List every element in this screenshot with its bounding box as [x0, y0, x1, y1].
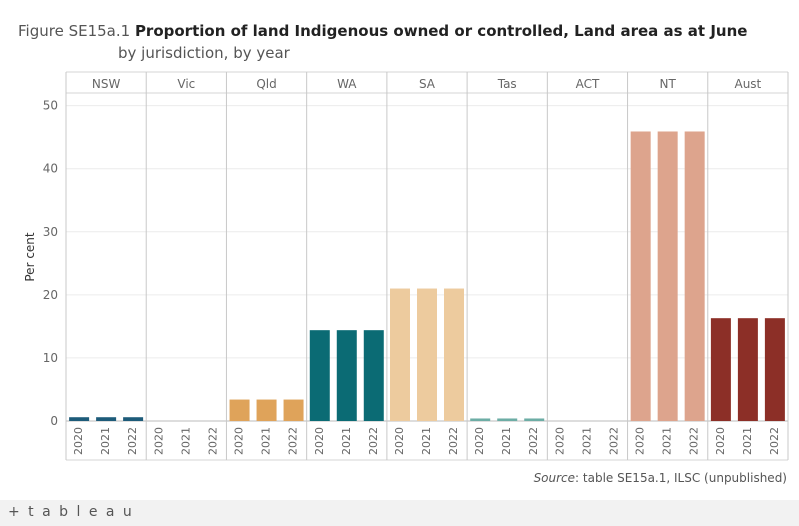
x-tick-label: 2020: [152, 427, 165, 455]
x-tick-label: 2020: [393, 427, 406, 455]
title-main: Proportion of land Indigenous owned or c…: [134, 22, 748, 40]
bar-wa-2020: [309, 330, 330, 421]
bar-nt-2022: [684, 131, 705, 421]
panel-header-sa: SA: [419, 77, 436, 91]
x-tick-label: 2020: [233, 427, 246, 455]
bar-aust-2020: [710, 318, 731, 421]
y-tick-label: 30: [43, 225, 58, 239]
bar-sa-2020: [390, 288, 410, 421]
bar-sa-2021: [417, 288, 437, 421]
x-tick-label: 2022: [447, 427, 460, 455]
x-tick-label: 2022: [607, 427, 620, 455]
x-tick-label: 2022: [126, 427, 139, 455]
bar-tas-2022: [524, 418, 545, 421]
x-tick-label: 2021: [99, 427, 112, 455]
x-tick-label: 2020: [714, 427, 727, 455]
y-tick-label: 0: [50, 414, 58, 428]
panel-header-vic: Vic: [177, 77, 195, 91]
bar-wa-2022: [363, 330, 384, 421]
panel-header-aust: Aust: [734, 77, 761, 91]
y-tick-label: 20: [43, 288, 58, 302]
x-tick-label: 2020: [313, 427, 326, 455]
panel-header-tas: Tas: [497, 77, 517, 91]
bar-nt-2021: [657, 131, 678, 421]
x-tick-label: 2022: [206, 427, 219, 455]
bar-nsw-2022: [123, 417, 144, 421]
x-tick-label: 2022: [287, 427, 300, 455]
bar-tas-2020: [470, 418, 491, 421]
source-text: : table SE15a.1, ILSC (unpublished): [575, 471, 787, 485]
x-tick-label: 2021: [580, 427, 593, 455]
x-tick-label: 2022: [367, 427, 380, 455]
panel-header-nsw: NSW: [92, 77, 121, 91]
y-tick-label: 40: [43, 162, 58, 176]
bar-nt-2020: [630, 131, 651, 421]
source-label: Source: [533, 471, 576, 485]
x-tick-label: 2021: [741, 427, 754, 455]
x-tick-label: 2020: [72, 427, 85, 455]
y-tick-label: 10: [43, 351, 58, 365]
x-tick-label: 2022: [688, 427, 701, 455]
panel-header-act: ACT: [576, 77, 600, 91]
x-tick-label: 2020: [634, 427, 647, 455]
y-axis-label: Per cent: [23, 232, 37, 282]
x-tick-label: 2021: [420, 427, 433, 455]
panel-header-nt: NT: [660, 77, 677, 91]
x-tick-label: 2021: [500, 427, 513, 455]
x-tick-label: 2022: [527, 427, 540, 455]
bar-qld-2021: [256, 399, 277, 421]
y-tick-label: 50: [43, 99, 58, 113]
bar-aust-2022: [764, 318, 785, 421]
bar-nsw-2021: [96, 417, 117, 421]
x-tick-label: 2021: [340, 427, 353, 455]
bar-aust-2021: [737, 318, 758, 421]
title-prefix: Figure SE15a.1: [18, 22, 131, 40]
x-tick-label: 2020: [473, 427, 486, 455]
chart-title: Figure SE15a.1 Proportion of land Indige…: [18, 20, 747, 64]
x-tick-label: 2021: [179, 427, 192, 455]
tableau-footer: + t a b l e a u: [0, 500, 799, 526]
x-tick-label: 2021: [661, 427, 674, 455]
x-tick-label: 2020: [553, 427, 566, 455]
bar-chart: 0 10 20 30 40 50 Per cent NSW 2020 2021 2022 Vic 202…: [23, 71, 789, 461]
source-note: Source: table SE15a.1, ILSC (unpublished…: [534, 471, 787, 485]
x-tick-label: 2021: [260, 427, 273, 455]
tableau-logo[interactable]: + t a b l e a u: [8, 504, 134, 520]
bar-qld-2022: [283, 399, 304, 421]
bar-nsw-2020: [69, 417, 90, 421]
bar-wa-2021: [336, 330, 357, 421]
title-line2: by jurisdiction, by year: [118, 44, 290, 62]
bar-qld-2020: [229, 399, 250, 421]
panel-header-qld: Qld: [256, 77, 276, 91]
bar-sa-2022: [444, 288, 464, 421]
panel-header-wa: WA: [337, 77, 357, 91]
bar-tas-2021: [497, 418, 518, 421]
x-tick-label: 2022: [768, 427, 781, 455]
